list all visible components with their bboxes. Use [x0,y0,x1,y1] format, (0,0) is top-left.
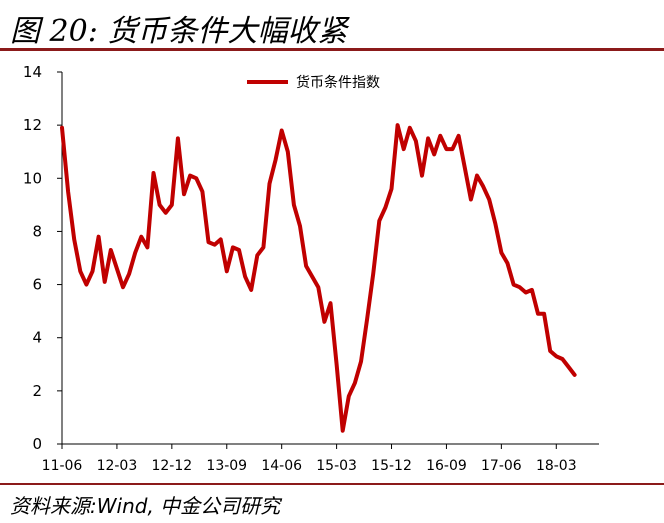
x-tick-label: 12-03 [97,458,138,474]
y-tick-label: 14 [23,63,42,81]
y-tick-label: 0 [32,435,42,453]
y-tick-label: 2 [32,382,42,400]
series-line [60,123,577,433]
y-tick-label: 8 [32,222,42,240]
legend-label: 货币条件指数 [296,74,380,91]
figure-title: 图 20: 货币条件大幅收紧 [10,14,348,49]
x-tick-label: 17-06 [481,458,522,474]
line-chart: 0 2 4 6 8 10 12 14 11-06 12-03 12-12 13-09 14-06 15-0… [23,63,599,474]
x-tick-label: 14-06 [261,458,302,474]
header-rule [0,48,664,51]
chart-area: 0 2 4 6 8 10 12 14 11-06 12-03 12-12 13-09 14-06 15-0… [0,52,664,478]
x-tick-label: 15-12 [371,458,412,474]
x-tick-label: 12-12 [151,458,192,474]
x-tick-label: 18-03 [536,458,577,474]
y-tick-label: 12 [23,116,42,134]
y-tick-label: 10 [23,169,42,187]
y-tick-label: 6 [32,276,42,294]
x-tick-label: 16-09 [426,458,467,474]
figure-footer: 资料来源:Wind, 中金公司研究 [0,478,664,523]
x-tick-label: 15-03 [316,458,357,474]
figure-header: 图 20: 货币条件大幅收紧 [0,0,664,52]
x-tick-label: 11-06 [42,458,83,474]
footer-rule [0,483,664,485]
y-tick-label: 4 [32,329,42,347]
x-tick-label: 13-09 [206,458,247,474]
source-note: 资料来源:Wind, 中金公司研究 [10,494,281,518]
